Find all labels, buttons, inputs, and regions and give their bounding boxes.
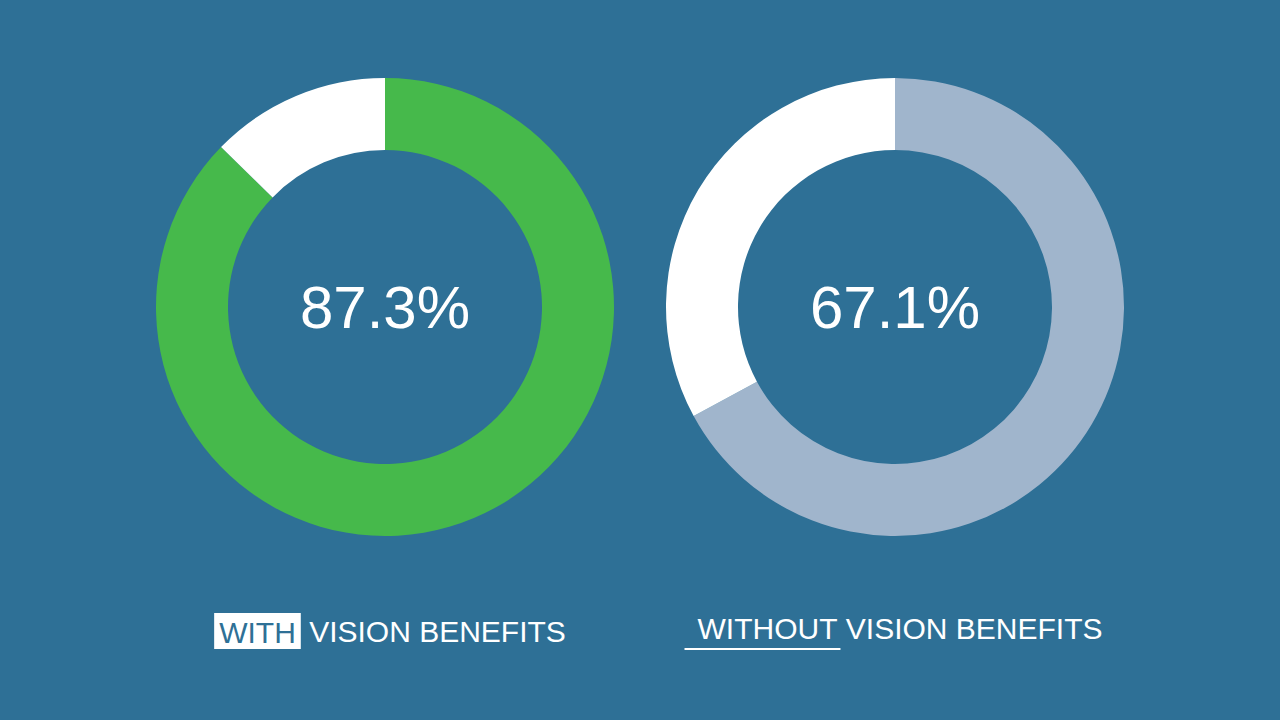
svg-text:67.1%: 67.1% [810,274,980,341]
svg-text:VISION BENEFITS: VISION BENEFITS [837,612,1102,645]
svg-text:VISION BENEFITS: VISION BENEFITS [301,615,566,648]
svg-text:WITHOUT: WITHOUT [697,612,837,645]
svg-text:WITH: WITH [219,616,296,649]
svg-text:87.3%: 87.3% [300,274,470,341]
